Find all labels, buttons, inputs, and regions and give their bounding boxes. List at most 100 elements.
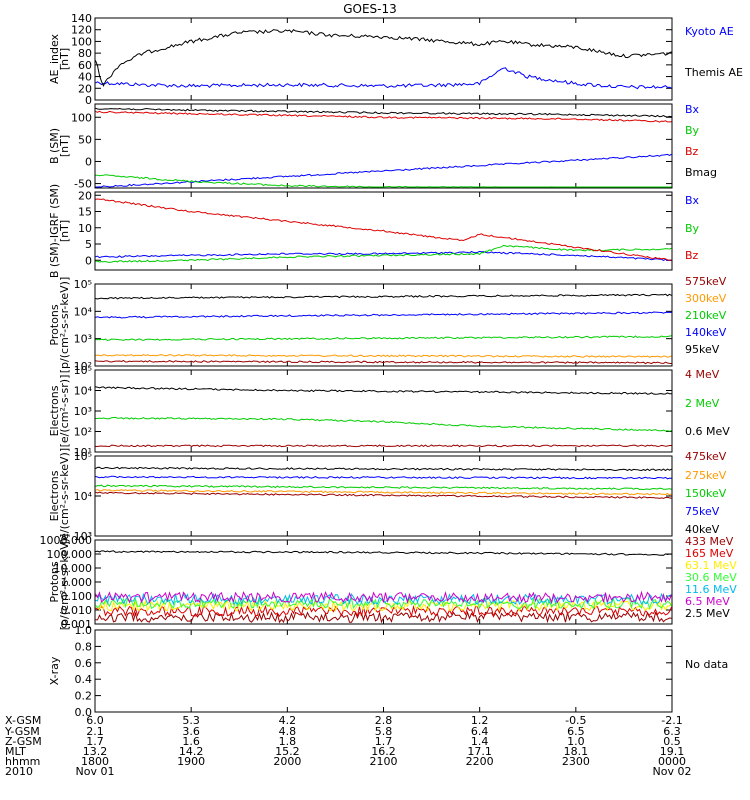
x-tick-value: 1.8 (279, 735, 297, 748)
x-tick-value: 6.5 (567, 725, 585, 738)
y-axis-title: X-ray (48, 656, 61, 685)
x-tick-value: 19.1 (660, 745, 685, 758)
legend-6-5-mev: 6.5 MeV (685, 595, 730, 608)
legend-by: By (685, 124, 700, 137)
legend-475kev: 475keV (685, 450, 727, 463)
y-tick-label: 0.010 (61, 604, 93, 617)
series-line-95kev (95, 293, 672, 300)
y-tick-label: 120 (71, 24, 92, 37)
x-tick-value: 4.2 (279, 714, 297, 727)
y-axis-title: AE_index (48, 33, 61, 84)
legend-30-6-mev: 30.6 MeV (685, 571, 737, 584)
legend-140kev: 140keV (685, 326, 727, 339)
x-tick-value: 1.7 (86, 735, 104, 748)
y-axis-label: B (SM)-IGRF (SM)[nT] (48, 184, 71, 278)
x-tick-value: 15.2 (275, 745, 300, 758)
y-tick-label: 20 (78, 189, 92, 202)
x-tick-value: 6.3 (663, 725, 681, 738)
legend-kyoto-ae: Kyoto AE (685, 25, 734, 38)
y-tick-label: -50 (74, 178, 92, 191)
x-tick-value: 2.8 (375, 714, 393, 727)
legend-bx: Bx (685, 103, 700, 116)
y-tick-label: 100 (71, 111, 92, 124)
x-tick-value: 13.2 (83, 745, 108, 758)
y-tick-label: 0.6 (75, 657, 93, 670)
y-tick-label: 15 (78, 206, 92, 219)
legend-bx: Bx (685, 194, 700, 207)
legend-2-5-mev: 2.5 MeV (685, 607, 730, 620)
x-tick-value: 1.4 (471, 735, 489, 748)
x-tick-value: 6.0 (86, 714, 104, 727)
y-tick-label: 10³ (74, 405, 92, 418)
legend-2-mev: 2 MeV (685, 397, 720, 410)
series-line-475kev (95, 491, 672, 499)
x-row-label: MLT (5, 745, 26, 758)
legend-165-mev: 165 MeV (685, 547, 734, 560)
y-axis-label: Protons[p/(cm²-s-sr-keV)] (48, 277, 71, 374)
y-tick-label: 80 (78, 47, 92, 60)
y-tick-label: 0.2 (75, 690, 93, 703)
x-tick-value: 17.1 (467, 745, 492, 758)
y-tick-label: 10⁴ (74, 305, 93, 318)
panel-frame (94, 191, 673, 271)
series-line-140kev (95, 311, 672, 319)
x-tick-value: 14.2 (179, 745, 204, 758)
x-tick-value: 2200 (466, 755, 494, 768)
y-tick-label: 50 (78, 133, 92, 146)
legend-bz: Bz (685, 145, 699, 158)
x-tick-value: 1.6 (182, 735, 200, 748)
x-tick-value: 4.8 (279, 725, 297, 738)
x-row-label: Y-GSM (4, 725, 40, 738)
y-tick-label: 10 (78, 222, 92, 235)
legend-40kev: 40keV (685, 523, 720, 536)
y-tick-label: 0.001 (61, 618, 93, 631)
series-line-by (95, 174, 672, 188)
x-row-label: X-GSM (5, 714, 41, 727)
x-axis-footer: X-GSMY-GSMZ-GSMMLThhmm20106.02.11.713.21… (4, 714, 691, 778)
series-line-433-mev (95, 610, 672, 624)
y-tick-label: 10³ (74, 333, 92, 346)
y-axis-unit: [e/(cm²-s-sr-keV)] (58, 448, 71, 544)
x-tick-value: 1800 (81, 755, 109, 768)
y-axis-label: Electrons[e/(cm²-s-sr-keV)] (48, 448, 71, 544)
y-axis-label: AE_index[nT] (48, 33, 71, 84)
series-line-bmag (95, 107, 672, 118)
x-row-label: hhmm (5, 755, 40, 768)
y-tick-label: 0 (85, 254, 92, 267)
y-axis-unit: [nT] (58, 48, 71, 70)
series-line-575kev (95, 359, 672, 365)
legend-bz: Bz (685, 249, 699, 262)
y-tick-label: 10⁵ (74, 450, 92, 463)
series-line-300kev (95, 354, 672, 358)
x-tick-value: 2300 (562, 755, 590, 768)
series-line-kyoto-ae (95, 67, 672, 90)
series-line-bx (95, 153, 672, 188)
legend-75kev: 75keV (685, 505, 720, 518)
y-tick-label: 100.000 (47, 548, 93, 561)
y-tick-label: 1.000 (61, 576, 93, 589)
x-tick-value: 5.8 (375, 725, 393, 738)
x-tick-value: Nov 02 (653, 765, 692, 778)
series-line-bx (95, 250, 672, 262)
legend-themis-ae: Themis AE (684, 66, 743, 79)
panel-frame (94, 369, 673, 453)
x-tick-value: 18.1 (564, 745, 589, 758)
legend-210kev: 210keV (685, 309, 727, 322)
y-axis-title: Protons (48, 561, 61, 602)
x-tick-value: 6.4 (471, 725, 489, 738)
legend-bmag: Bmag (685, 166, 717, 179)
series-line-6-5-mev (95, 590, 672, 605)
x-tick-value: 5.3 (182, 714, 200, 727)
y-axis-title: B (SM)-IGRF (SM) (48, 184, 61, 278)
y-tick-label: 60 (78, 59, 92, 72)
series-line-bz (95, 110, 672, 123)
x-tick-value: -2.1 (661, 714, 682, 727)
y-tick-label: 10⁴ (74, 490, 93, 503)
series-line-2-5-mev (95, 550, 672, 556)
series-line-210kev (95, 335, 672, 342)
x-tick-value: 1.2 (471, 714, 489, 727)
y-tick-label: 1000.000 (40, 534, 93, 547)
panel-8: 0.0 0.2 0.4 0.6 0.8 1.0 X-ray No data (48, 624, 728, 719)
